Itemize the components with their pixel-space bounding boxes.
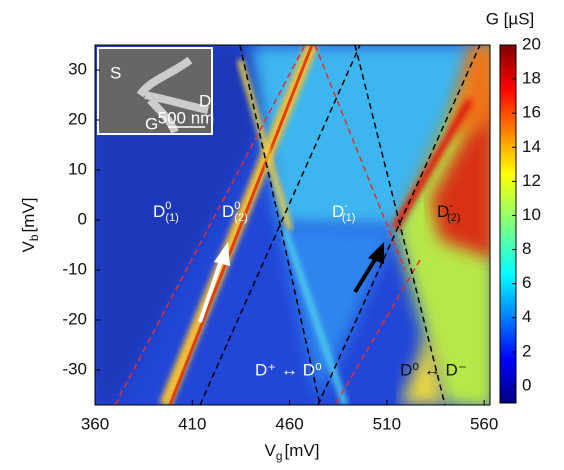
x-tick-label: 510: [373, 414, 401, 433]
annotation-sub: (2): [234, 212, 247, 224]
annotation: D0 (1): [153, 200, 179, 224]
annotation-sub: (1): [342, 212, 355, 224]
colorbar-tick-label: 6: [522, 273, 531, 292]
annotation-base: D: [222, 202, 234, 221]
annotation: D-(2): [437, 200, 460, 224]
colorbar-tick-label: 16: [522, 103, 541, 122]
colorbar-title: G [µS]: [486, 9, 535, 28]
y-tick-label: 0: [78, 209, 87, 228]
colorbar-tick-label: 0: [522, 375, 531, 394]
inset: S D G 500 nm: [110, 63, 214, 133]
inset-label: S: [110, 63, 121, 82]
y-tick-label: -20: [62, 309, 87, 328]
colorbar-tick-label: 4: [522, 307, 531, 326]
inset-scale: 500 nm: [158, 108, 215, 127]
colorbar-tick-label: 18: [522, 69, 541, 88]
x-tick-label: 410: [178, 414, 206, 433]
annotation-sup: 0: [165, 200, 171, 212]
y-tick-label: -30: [62, 359, 87, 378]
annotation: D0 (2): [222, 200, 248, 224]
x-tick-label: 360: [81, 414, 109, 433]
annotation-base: D: [153, 202, 165, 221]
colorbar-tick-label: 14: [522, 137, 541, 156]
heatmap: [95, 45, 490, 405]
annotation-sub: (1): [165, 212, 178, 224]
colorbar: [499, 44, 517, 404]
colorbar-tick-label: 12: [522, 171, 541, 190]
annotation-base: D: [332, 202, 344, 221]
inset-label: G: [145, 114, 158, 133]
colorbar-tick-label: 10: [522, 205, 541, 224]
y-tick-label: 20: [68, 109, 87, 128]
annotation: D-(1): [332, 200, 355, 224]
annotation: D⁺ ↔ D⁰: [255, 360, 322, 379]
colorbar-tick-label: 20: [522, 34, 541, 53]
colorbar-tick-label: 2: [522, 341, 531, 360]
x-axis-label: Vg [mV]: [265, 441, 320, 463]
y-axis-label: Vb[mV]: [19, 198, 41, 253]
inset-label: D: [199, 91, 211, 110]
colorbar-tick-label: 8: [522, 239, 531, 258]
y-tick-label: 30: [68, 59, 87, 78]
annotation-base: D: [437, 202, 449, 221]
annotation-sub: (2): [447, 212, 460, 224]
x-tick-label: 560: [470, 414, 498, 433]
plot-frame: [94, 44, 491, 406]
annotation: D⁰ ↔ D⁻: [400, 360, 467, 379]
annotation-sup: 0: [234, 200, 240, 212]
y-tick-label: -10: [62, 259, 87, 278]
annotation-sup: -: [449, 200, 453, 212]
x-tick-label: 460: [275, 414, 303, 433]
annotation-sup: -: [344, 200, 348, 212]
y-tick-label: 10: [68, 159, 87, 178]
